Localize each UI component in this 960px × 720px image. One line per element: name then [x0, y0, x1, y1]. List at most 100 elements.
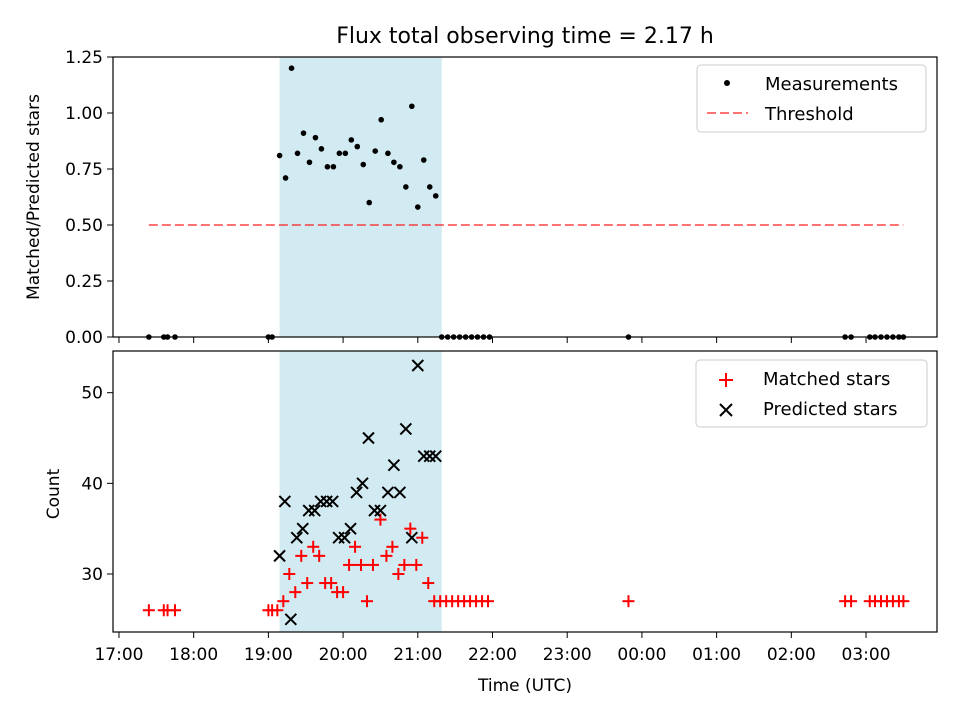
measurement-point	[276, 152, 283, 159]
matched-star-point	[416, 531, 429, 544]
measurement-point	[414, 204, 421, 210]
matched-star-point	[398, 558, 411, 571]
measurement-point	[324, 163, 331, 170]
predicted-star-point	[411, 359, 425, 372]
matched-star-point	[622, 595, 635, 608]
top-y-tick-label: 0.50	[65, 216, 103, 236]
x-tick-label: 20:00	[319, 645, 368, 665]
top-y-axis-label: Matched/Predicted stars	[24, 94, 44, 300]
x-tick-label: 00:00	[617, 645, 666, 665]
matched-star-point	[325, 577, 338, 590]
bottom-axes-frame	[112, 350, 938, 633]
measurement-point	[282, 175, 289, 181]
predicted-star-point	[350, 486, 363, 499]
x-axis-label: Time (UTC)	[477, 676, 572, 696]
bottom-y-tick-label: 30	[81, 565, 103, 585]
matched-star-point	[422, 577, 435, 590]
bottom-panel: 30 40 50 17:00 18:00 19:00 20:00 21:00 22:00 23:…	[44, 350, 938, 696]
matched-star-point	[283, 567, 296, 580]
measurement-point	[300, 130, 307, 136]
bottom-shaded-window	[279, 351, 442, 632]
predicted-star-point	[278, 495, 292, 508]
matched-star-point	[404, 522, 417, 535]
matched-star-point	[295, 549, 308, 562]
measurement-point	[426, 184, 433, 190]
measurement-point	[385, 150, 391, 157]
measurement-point	[342, 150, 349, 157]
measurement-point	[318, 146, 325, 152]
measurement-point	[312, 134, 319, 141]
predicted-star-point	[290, 531, 303, 544]
matched-star-point	[142, 604, 155, 617]
bottom-y-axis-label: Count	[44, 468, 64, 519]
matched-star-point	[380, 549, 393, 562]
chart-title: Flux total observing time = 2.17 h	[336, 24, 714, 49]
top-y-tick-label: 0.75	[65, 160, 103, 180]
x-tick-label: 23:00	[543, 645, 592, 665]
predicted-star-point	[338, 531, 351, 544]
matched-star-point	[386, 540, 399, 553]
predicted-star-point	[308, 504, 321, 517]
bottom-x-ticks: 17:00 18:00 19:00 20:00 21:00 22:00 23:00 00:00…	[94, 632, 891, 665]
x-tick-label: 21:00	[393, 645, 442, 665]
matched-star-point	[845, 595, 858, 608]
measurement-point	[420, 157, 427, 163]
x-tick-label: 01:00	[692, 645, 741, 665]
predicted-star-point	[356, 477, 369, 490]
top-x-ticks	[118, 337, 867, 343]
measurement-point	[354, 143, 361, 150]
measurement-point	[366, 199, 373, 206]
matched-star-point	[355, 558, 368, 571]
predicted-star-point	[362, 431, 375, 445]
top-legend: Measurements Threshold	[696, 64, 927, 133]
legend-matched-label: Matched stars	[763, 369, 890, 390]
matched-star-point	[277, 595, 290, 608]
predicted-star-point	[273, 549, 286, 563]
measurement-point	[397, 163, 403, 170]
matched-star-point	[349, 540, 362, 553]
matched-star-point	[337, 586, 350, 599]
x-tick-label: 02:00	[767, 645, 816, 665]
measurement-point	[288, 65, 295, 71]
matched-star-point	[410, 558, 423, 571]
top-shaded-window	[279, 57, 442, 337]
measurement-point	[294, 150, 301, 157]
bottom-y-tick-label: 50	[81, 384, 103, 404]
top-y-tick-label: 1.25	[65, 48, 103, 68]
measurement-point	[330, 163, 337, 170]
measurement-point	[348, 137, 355, 143]
matched-star-point	[374, 513, 387, 526]
bottom-legend: Matched stars Predicted stars	[695, 359, 928, 428]
matched-star-point	[169, 604, 182, 617]
x-tick-label: 22:00	[468, 645, 517, 665]
x-tick-label: 17:00	[94, 645, 143, 665]
predicted-star-point	[374, 504, 387, 517]
predicted-star-point	[296, 522, 309, 535]
top-panel: 0.00 0.25 0.50 0.75 1.00 1.25 Matched/Predict…	[24, 48, 938, 348]
predicted-star-point	[381, 486, 395, 499]
predicted-star-point	[344, 522, 357, 535]
bottom-y-ticks: 30 40 50	[81, 384, 113, 585]
top-y-tick-label: 0.25	[65, 272, 103, 292]
predicted-star-point	[326, 495, 339, 508]
predicted-star-point	[284, 613, 298, 626]
matched-star-point	[392, 567, 405, 580]
top-y-tick-label: 0.00	[65, 328, 103, 348]
predicted-star-point	[405, 531, 419, 544]
measurement-point	[378, 116, 384, 123]
matched-star-point	[301, 577, 314, 590]
measurement-point	[409, 103, 415, 110]
legend-predicted-label: Predicted stars	[763, 399, 897, 420]
legend-threshold-label: Threshold	[764, 104, 854, 125]
measurement-point	[432, 193, 439, 199]
x-tick-label: 18:00	[169, 645, 218, 665]
predicted-star-point	[393, 486, 407, 499]
matched-star-point	[343, 558, 356, 571]
matched-star-point	[307, 540, 320, 553]
measurement-point	[403, 184, 409, 190]
legend-measurements-marker	[724, 80, 730, 86]
legend-predicted-marker	[719, 403, 733, 417]
measurement-point	[372, 148, 379, 154]
matched-star-point	[897, 595, 910, 608]
